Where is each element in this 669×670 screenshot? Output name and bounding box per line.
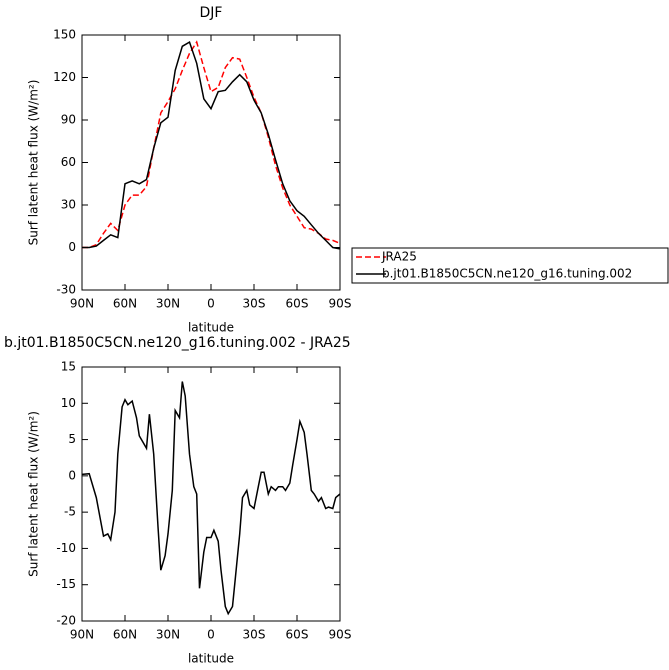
- y-tick-label: -5: [64, 505, 76, 519]
- x-tick-label: 60N: [113, 628, 137, 642]
- y-tick-label: 10: [61, 396, 76, 410]
- y-tick-label: 60: [61, 155, 76, 169]
- x-tick-label: 30S: [243, 628, 266, 642]
- plot-frame: [81, 34, 341, 291]
- x-tick-label: 90N: [70, 628, 94, 642]
- y-axis-label: Surf latent heat flux (W/m²): [27, 80, 41, 246]
- y-tick-label: 90: [61, 113, 76, 127]
- y-tick-label: 150: [53, 28, 76, 42]
- data-line: [81, 381, 341, 616]
- x-tick-label: 0: [207, 297, 215, 311]
- y-tick-label: -30: [56, 283, 76, 297]
- y-tick-label: 120: [53, 70, 76, 84]
- x-tick-label: 60S: [286, 628, 309, 642]
- chart-title: DJF: [200, 5, 223, 21]
- x-axis-label: latitude: [188, 652, 234, 666]
- y-tick-label: 15: [61, 360, 76, 374]
- plot-frame: [81, 366, 341, 622]
- y-tick-label: 30: [61, 198, 76, 212]
- x-tick-label: 30N: [156, 297, 180, 311]
- data-line: [82, 40, 341, 250]
- y-tick-label: -10: [56, 541, 76, 555]
- y-tick-label: 5: [68, 432, 76, 446]
- legend-label: JRA25: [381, 250, 417, 264]
- y-tick-label: -20: [56, 614, 76, 628]
- data-line: [82, 40, 341, 249]
- x-tick-label: 30S: [243, 297, 266, 311]
- x-tick-label: 30N: [156, 628, 180, 642]
- x-tick-label: 60S: [286, 297, 309, 311]
- y-tick-label: 0: [68, 468, 76, 482]
- x-tick-label: 90S: [329, 628, 352, 642]
- legend-box: [351, 247, 669, 284]
- x-tick-label: 60N: [113, 297, 137, 311]
- y-tick-label: -15: [56, 577, 76, 591]
- x-tick-label: 90S: [329, 297, 352, 311]
- legend-label: b.jt01.B1850C5CN.ne120_g16.tuning.002: [382, 267, 632, 281]
- y-tick-label: 0: [68, 240, 76, 254]
- x-axis-label: latitude: [188, 321, 234, 335]
- x-tick-label: 90N: [70, 297, 94, 311]
- x-tick-label: 0: [207, 628, 215, 642]
- chart-title: b.jt01.B1850C5CN.ne120_g16.tuning.002 - …: [4, 335, 351, 351]
- y-axis-label: Surf latent heat flux (W/m²): [27, 411, 41, 577]
